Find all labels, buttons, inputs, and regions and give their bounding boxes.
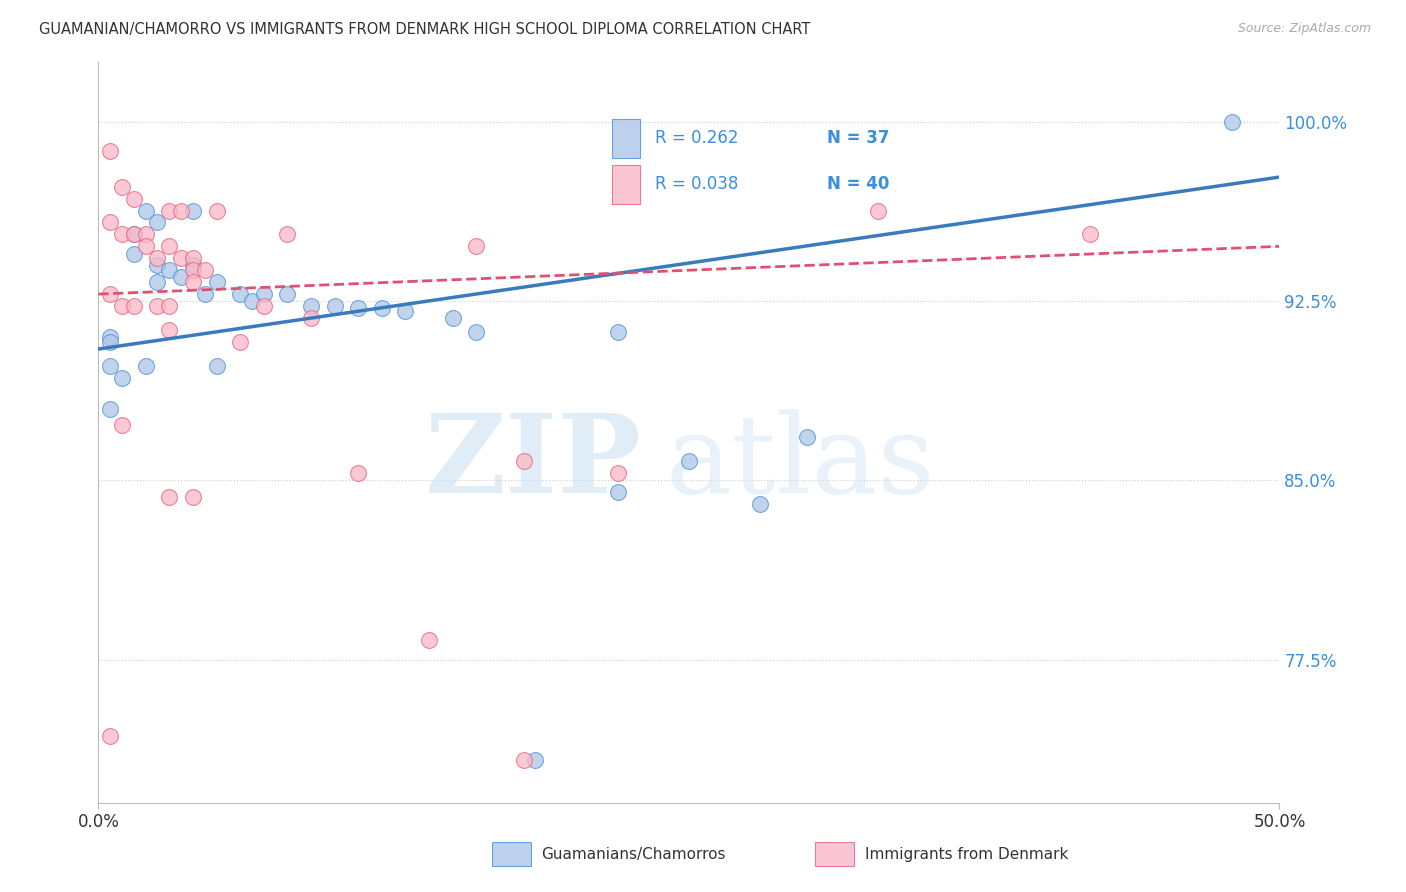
Point (181, 203, 204, 218)
Point (1220, 115, 1243, 129)
Point (512, 454, 534, 468)
Point (98, 401, 121, 416)
Point (157, 239, 180, 253)
Bar (612, 119, 641, 158)
Text: R = 0.038: R = 0.038 (655, 176, 738, 194)
Text: Source: ZipAtlas.com: Source: ZipAtlas.com (1237, 22, 1371, 36)
Point (524, 753, 547, 767)
Point (465, 326, 488, 340)
Point (205, 275, 228, 289)
Point (1080, 227, 1102, 242)
Point (146, 275, 169, 289)
Point (98, 729, 121, 743)
Point (229, 334, 252, 349)
Point (748, 497, 770, 511)
Y-axis label: High School Diploma: High School Diploma (0, 353, 7, 512)
Bar (612, 165, 641, 204)
Text: Guamanians/Chamorros: Guamanians/Chamorros (541, 847, 725, 862)
Point (157, 490, 180, 504)
Point (240, 294, 263, 309)
Point (122, 192, 145, 206)
Point (607, 485, 630, 500)
Text: atlas: atlas (665, 409, 935, 516)
Point (181, 259, 204, 273)
Point (122, 246, 145, 260)
Point (418, 633, 440, 648)
Point (253, 287, 276, 301)
Point (111, 370, 134, 384)
Point (181, 490, 204, 504)
Point (135, 359, 157, 373)
Point (205, 359, 228, 373)
Point (146, 252, 169, 266)
Point (512, 753, 534, 767)
Point (371, 301, 394, 316)
Text: Immigrants from Denmark: Immigrants from Denmark (865, 847, 1069, 862)
Point (253, 299, 276, 313)
Point (394, 303, 416, 318)
Bar (815, 842, 855, 866)
Point (347, 301, 370, 316)
Point (194, 263, 217, 277)
Point (181, 263, 204, 277)
Point (170, 203, 193, 218)
Point (146, 299, 169, 313)
Point (146, 215, 169, 229)
Text: ZIP: ZIP (425, 409, 641, 516)
Point (170, 252, 193, 266)
Point (276, 227, 298, 242)
Point (157, 299, 180, 313)
Point (98, 359, 121, 373)
Point (98, 334, 121, 349)
Point (465, 239, 488, 253)
Point (98, 215, 121, 229)
Point (607, 467, 630, 481)
Point (98, 330, 121, 344)
Point (299, 310, 322, 325)
Point (111, 418, 134, 433)
Point (181, 252, 204, 266)
Point (229, 287, 252, 301)
Point (111, 299, 134, 313)
Text: N = 37: N = 37 (827, 129, 890, 147)
Point (194, 287, 217, 301)
Point (157, 203, 180, 218)
Point (866, 203, 889, 218)
Point (157, 263, 180, 277)
Point (146, 259, 169, 273)
Point (276, 287, 298, 301)
Point (122, 227, 145, 242)
Bar (492, 842, 531, 866)
Point (181, 275, 204, 289)
Point (122, 299, 145, 313)
Point (347, 467, 370, 481)
Point (796, 430, 818, 444)
Point (111, 179, 134, 194)
Point (111, 227, 134, 242)
Point (135, 239, 157, 253)
Point (323, 299, 346, 313)
Text: GUAMANIAN/CHAMORRO VS IMMIGRANTS FROM DENMARK HIGH SCHOOL DIPLOMA CORRELATION CH: GUAMANIAN/CHAMORRO VS IMMIGRANTS FROM DE… (39, 22, 811, 37)
Point (205, 203, 228, 218)
Text: R = 0.262: R = 0.262 (655, 129, 738, 147)
Point (135, 203, 157, 218)
Point (678, 454, 700, 468)
Point (607, 326, 630, 340)
Point (135, 227, 157, 242)
Point (170, 270, 193, 285)
Text: N = 40: N = 40 (827, 176, 889, 194)
Point (122, 227, 145, 242)
Point (98, 144, 121, 158)
Point (157, 323, 180, 337)
Point (98, 287, 121, 301)
Point (299, 299, 322, 313)
Point (441, 310, 464, 325)
